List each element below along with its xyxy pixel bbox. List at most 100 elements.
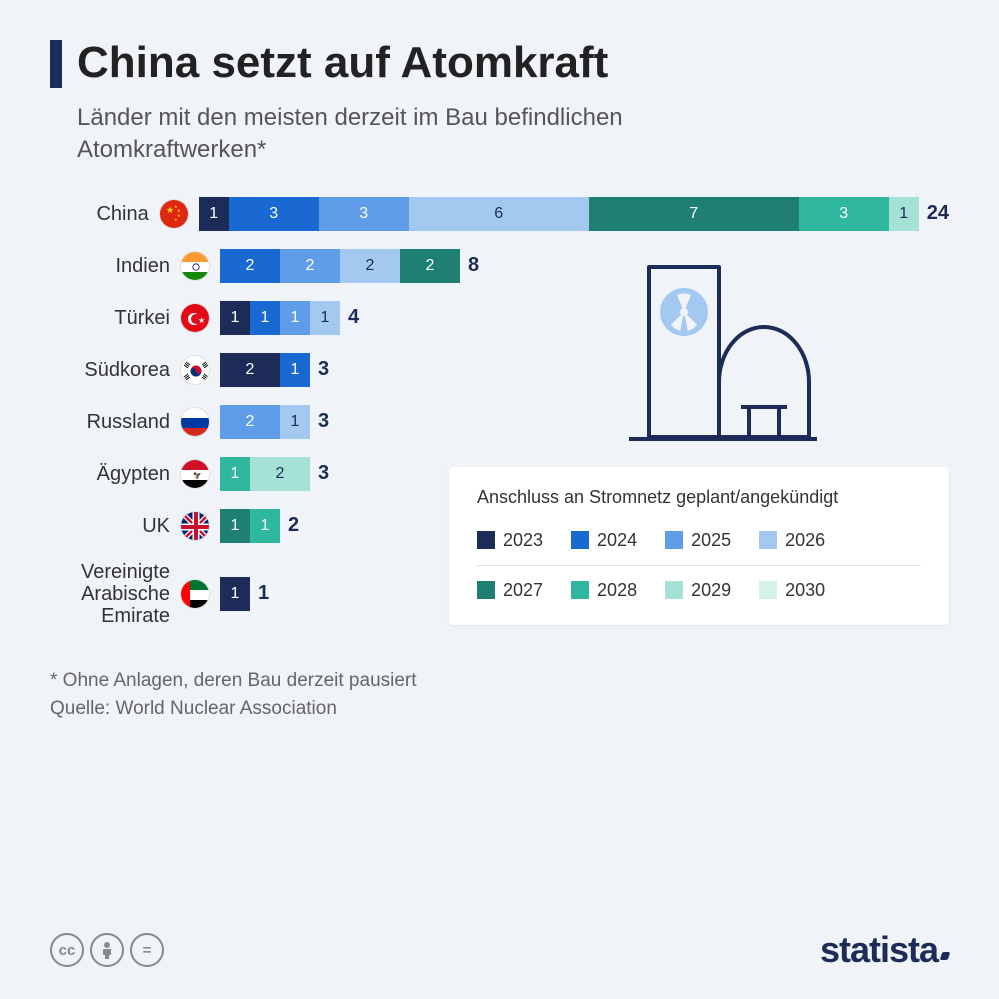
legend-item: 2029 [665, 580, 731, 601]
chart-title: China setzt auf Atomkraft [77, 40, 608, 86]
country-label: Türkei [50, 307, 180, 329]
legend-swatch [571, 531, 589, 549]
bar-segment: 1 [220, 457, 250, 491]
legend-item: 2027 [477, 580, 543, 601]
bar-segment: 1 [220, 301, 250, 335]
total-label: 4 [348, 306, 359, 329]
legend-divider [477, 565, 921, 566]
bar-segment: 7 [589, 197, 799, 231]
country-row: China★★★★★133673124 [50, 197, 949, 231]
bar-segment: 1 [280, 301, 310, 335]
legend-year: 2030 [785, 580, 825, 601]
flag-icon [180, 251, 210, 281]
bar-track: 213 [220, 353, 329, 387]
legend-year: 2028 [597, 580, 637, 601]
footnote-line1: * Ohne Anlagen, deren Bau derzeit pausie… [50, 667, 949, 696]
bar-segment: 1 [310, 301, 340, 335]
bar-segment: 6 [409, 197, 589, 231]
flag-icon: 🦅 [180, 459, 210, 489]
bar-segment: 2 [220, 249, 280, 283]
legend-item: 2024 [571, 530, 637, 551]
nuclear-plant-icon [619, 257, 819, 452]
legend-box: Anschluss an Stromnetz geplant/angekündi… [449, 467, 949, 625]
svg-text:🦅: 🦅 [193, 471, 202, 480]
country-label: Ägypten [50, 463, 180, 485]
bar-track: 133673124 [199, 197, 949, 231]
bar-segment: 2 [220, 353, 280, 387]
bar-segment: 1 [199, 197, 229, 231]
flag-icon: ★★★★★ [159, 199, 189, 229]
title-block: China setzt auf Atomkraft [50, 40, 949, 88]
legend-item: 2025 [665, 530, 731, 551]
legend-item: 2028 [571, 580, 637, 601]
bar-segment: 2 [250, 457, 310, 491]
flag-icon [180, 579, 210, 609]
brand-logo: statista [820, 929, 949, 971]
svg-text:★: ★ [198, 316, 205, 325]
legend-item: 2026 [759, 530, 825, 551]
bar-segment: 1 [220, 577, 250, 611]
bar-segment: 1 [889, 197, 919, 231]
flag-icon [180, 407, 210, 437]
legend-year: 2029 [691, 580, 731, 601]
bar-segment: 3 [799, 197, 889, 231]
total-label: 3 [318, 410, 329, 433]
legend-item: 2023 [477, 530, 543, 551]
accent-bar [50, 40, 62, 88]
bar-segment: 3 [229, 197, 319, 231]
legend-swatch [759, 581, 777, 599]
legend-year: 2026 [785, 530, 825, 551]
chart-area: China★★★★★133673124Indien22228Türkei★111… [50, 197, 949, 627]
bar-segment: 2 [340, 249, 400, 283]
license-icons: cc = [50, 933, 164, 967]
bar-track: 11114 [220, 301, 359, 335]
country-label: Südkorea [50, 359, 180, 381]
country-label: UK [50, 515, 180, 537]
bar-track: 11 [220, 577, 269, 611]
total-label: 2 [288, 514, 299, 537]
flag-icon: ★ [180, 303, 210, 333]
bar-track: 123 [220, 457, 329, 491]
country-label: Russland [50, 411, 180, 433]
bar-segment: 1 [250, 301, 280, 335]
cc-icon: cc [50, 933, 84, 967]
total-label: 24 [927, 202, 949, 225]
bar-track: 112 [220, 509, 299, 543]
legend-swatch [477, 531, 495, 549]
legend-year: 2025 [691, 530, 731, 551]
legend-swatch [665, 531, 683, 549]
bar-segment: 1 [220, 509, 250, 543]
bar-segment: 2 [220, 405, 280, 439]
nd-icon: = [130, 933, 164, 967]
svg-text:★: ★ [166, 205, 174, 215]
total-label: 8 [468, 254, 479, 277]
legend-swatch [759, 531, 777, 549]
legend-year: 2027 [503, 580, 543, 601]
country-label: Indien [50, 255, 180, 277]
bar-track: 213 [220, 405, 329, 439]
bar-segment: 1 [250, 509, 280, 543]
bar-segment: 3 [319, 197, 409, 231]
legend-year: 2023 [503, 530, 543, 551]
bar-segment: 1 [280, 405, 310, 439]
total-label: 3 [318, 462, 329, 485]
legend-swatch [665, 581, 683, 599]
legend-swatch [477, 581, 495, 599]
legend-swatch [571, 581, 589, 599]
country-label: China [50, 203, 159, 225]
total-label: 3 [318, 358, 329, 381]
footer: cc = statista [50, 929, 949, 971]
by-icon [90, 933, 124, 967]
svg-text:★: ★ [174, 217, 178, 222]
legend-title: Anschluss an Stromnetz geplant/angekündi… [477, 487, 921, 508]
bar-segment: 2 [280, 249, 340, 283]
total-label: 1 [258, 582, 269, 605]
country-label: Vereinigte Arabische Emirate [50, 561, 180, 627]
flag-icon [180, 355, 210, 385]
bar-segment: 1 [280, 353, 310, 387]
legend-year: 2024 [597, 530, 637, 551]
flag-icon [180, 511, 210, 541]
legend-item: 2030 [759, 580, 825, 601]
chart-subtitle: Länder mit den meisten derzeit im Bau be… [77, 102, 677, 167]
bar-segment: 2 [400, 249, 460, 283]
